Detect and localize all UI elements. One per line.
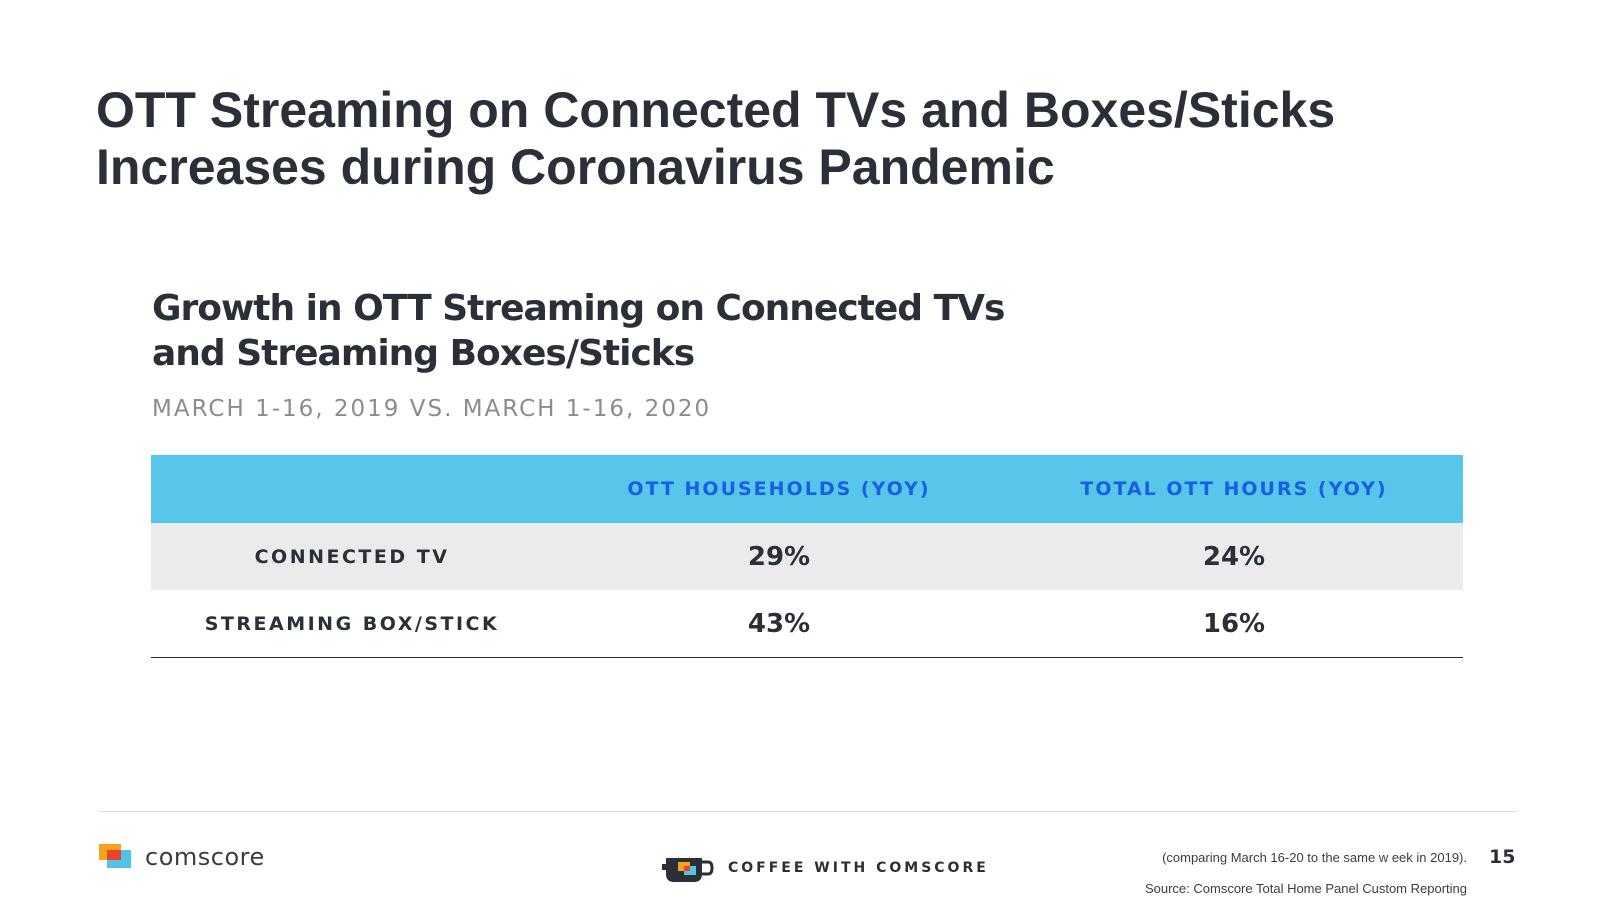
slide-title-line-2: Increases during Coronavirus Pandemic [96, 139, 1055, 195]
comscore-logo-icon [99, 844, 131, 868]
coffee-with-comscore-logo: COFFEE WITH COMSCORE [662, 852, 989, 884]
page-number: 15 [1489, 846, 1516, 868]
streaming-box-hours-value: 16% [1004, 590, 1463, 658]
header-empty-cell [151, 455, 553, 523]
footnote: (comparing March 16-20 to the same w eek… [1162, 850, 1467, 865]
chart-subtitle: MARCH 1-16, 2019 VS. MARCH 1-16, 2020 [152, 396, 712, 422]
streaming-box-households-value: 43% [553, 590, 1005, 658]
connected-tv-households-value: 29% [553, 523, 1005, 590]
source-note: Source: Comscore Total Home Panel Custom… [1144, 881, 1467, 896]
chart-heading-line-1: Growth in OTT Streaming on Connected TVs [152, 288, 1005, 329]
slide-title-line-1: OTT Streaming on Connected TVs and Boxes… [96, 82, 1336, 138]
growth-table: OTT HOUSEHOLDS (YOY) TOTAL OTT HOURS (YO… [151, 455, 1463, 658]
coffee-cup-icon [662, 858, 714, 882]
connected-tv-hours-value: 24% [1004, 523, 1463, 590]
header-total-ott-hours: TOTAL OTT HOURS (YOY) [1004, 455, 1463, 523]
table-header-row: OTT HOUSEHOLDS (YOY) TOTAL OTT HOURS (YO… [151, 455, 1463, 523]
table-row-streaming-box: STREAMING BOX/STICK 43% 16% [151, 590, 1463, 658]
chart-heading: Growth in OTT Streaming on Connected TVs… [152, 286, 1252, 376]
comscore-logo: comscore [99, 843, 265, 871]
comscore-wordmark: comscore [145, 843, 265, 871]
chart-heading-line-2: and Streaming Boxes/Sticks [152, 333, 695, 374]
row-label-connected-tv: CONNECTED TV [151, 523, 553, 590]
footer-divider [99, 811, 1517, 812]
slide-title: OTT Streaming on Connected TVs and Boxes… [96, 82, 1496, 196]
header-ott-households: OTT HOUSEHOLDS (YOY) [553, 455, 1005, 523]
row-label-streaming-box: STREAMING BOX/STICK [151, 590, 553, 658]
table-row-connected-tv: CONNECTED TV 29% 24% [151, 523, 1463, 590]
coffee-with-comscore-text: COFFEE WITH COMSCORE [728, 860, 989, 876]
